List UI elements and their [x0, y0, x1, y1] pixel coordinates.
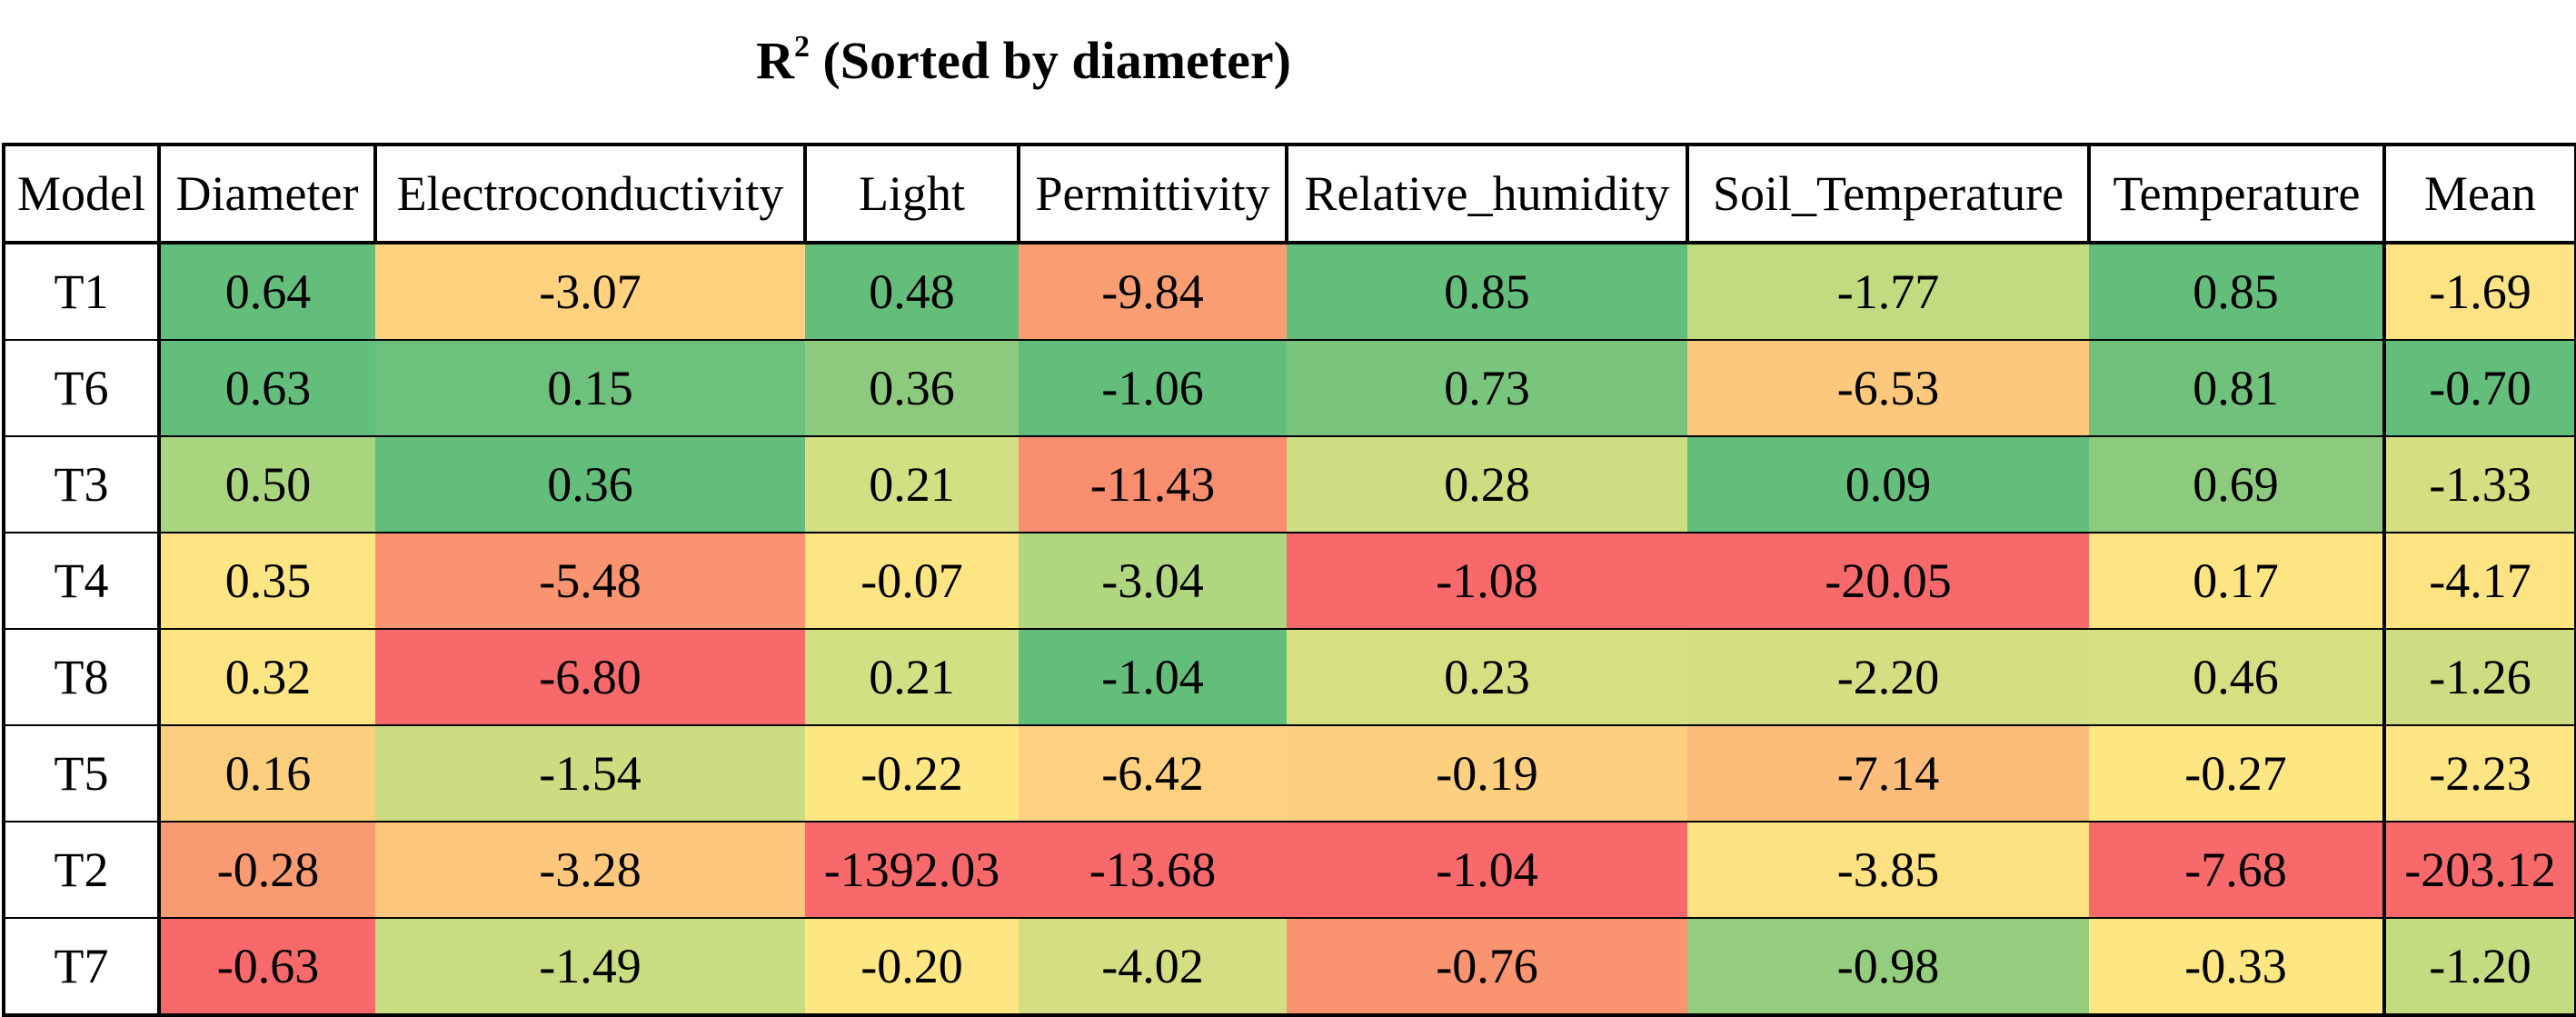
heatmap-cell-mean: -4.17 [2382, 532, 2576, 629]
model-label: T8 [2, 628, 161, 725]
table-row: T1 0.64 -3.07 0.48 -9.84 0.85 -1.77 0.85 -1.69 [2, 243, 2576, 340]
heatmap-cell-permittivity: -9.84 [1019, 243, 1287, 340]
heatmap-cell-soil-temperature: -3.85 [1687, 821, 2089, 918]
heatmap-cell-permittivity: -13.68 [1019, 821, 1287, 918]
heatmap-cell-temperature: -0.33 [2089, 917, 2384, 1017]
heatmap-cell-mean: -203.12 [2382, 821, 2576, 918]
heatmap-cell-soil-temperature: 0.09 [1687, 435, 2089, 533]
heatmap-cell-electroconductivity: -1.49 [375, 917, 805, 1017]
heatmap-cell-electroconductivity: -3.07 [375, 243, 805, 340]
model-label: T2 [2, 821, 161, 918]
heatmap-cell-diameter: 0.50 [159, 435, 375, 533]
header-soil-temperature: Soil_Temperature [1686, 143, 2091, 244]
heatmap-cell-permittivity: -1.04 [1019, 628, 1287, 725]
heatmap-cell-diameter: -0.28 [159, 821, 375, 918]
heatmap-cell-temperature: -0.27 [2089, 724, 2384, 822]
heatmap-cell-light: 0.36 [805, 339, 1019, 436]
model-label: T5 [2, 724, 161, 822]
heatmap-cell-soil-temperature: -6.53 [1687, 339, 2089, 436]
heatmap-cell-light: -1392.03 [805, 821, 1019, 918]
header-relative-humidity: Relative_humidity [1285, 143, 1689, 244]
table-row: T7 -0.63 -1.49 -0.20 -4.02 -0.76 -0.98 -0.33 -1.… [2, 917, 2576, 1017]
heatmap-cell-electroconductivity: -6.80 [375, 628, 805, 725]
heatmap-cell-electroconductivity: -5.48 [375, 532, 805, 629]
heatmap-cell-diameter: -0.63 [159, 917, 375, 1017]
header-row: Model Diameter Electroconductivity Light… [2, 143, 2576, 244]
heatmap-cell-mean: -1.26 [2382, 628, 2576, 725]
heatmap-cell-electroconductivity: 0.36 [375, 435, 805, 533]
heatmap-cell-relative-humidity: -1.08 [1287, 532, 1687, 629]
heatmap-table: Model Diameter Electroconductivity Light… [2, 143, 2576, 1017]
heatmap-cell-diameter: 0.35 [159, 532, 375, 629]
heatmap-cell-permittivity: -4.02 [1019, 917, 1287, 1017]
heatmap-cell-mean: -1.33 [2382, 435, 2576, 533]
heatmap-cell-permittivity: -3.04 [1019, 532, 1287, 629]
heatmap-cell-mean: -1.69 [2382, 243, 2576, 340]
heatmap-cell-temperature: 0.85 [2089, 243, 2384, 340]
heatmap-cell-soil-temperature: -20.05 [1687, 532, 2089, 629]
header-light: Light [803, 143, 1020, 244]
title-main: R [756, 31, 794, 90]
heatmap-cell-temperature: 0.81 [2089, 339, 2384, 436]
heatmap-body: T1 0.64 -3.07 0.48 -9.84 0.85 -1.77 0.85 -1.69 T6… [2, 243, 2576, 1017]
heatmap-cell-relative-humidity: -0.19 [1287, 724, 1687, 822]
heatmap-cell-relative-humidity: 0.85 [1287, 243, 1687, 340]
heatmap-cell-temperature: 0.69 [2089, 435, 2384, 533]
heatmap-cell-light: 0.48 [805, 243, 1019, 340]
model-label: T6 [2, 339, 161, 436]
heatmap-cell-permittivity: -11.43 [1019, 435, 1287, 533]
heatmap-cell-soil-temperature: -0.98 [1687, 917, 2089, 1017]
header-model: Model [2, 143, 161, 244]
heatmap-cell-diameter: 0.64 [159, 243, 375, 340]
header-permittivity: Permittivity [1017, 143, 1288, 244]
header-diameter: Diameter [157, 143, 377, 244]
table-row: T8 0.32 -6.80 0.21 -1.04 0.23 -2.20 0.46 -1.26 [2, 628, 2576, 725]
heatmap-cell-relative-humidity: 0.28 [1287, 435, 1687, 533]
heatmap-cell-relative-humidity: 0.73 [1287, 339, 1687, 436]
title-rest: (Sorted by diameter) [809, 31, 1291, 90]
heatmap-cell-diameter: 0.32 [159, 628, 375, 725]
title-superscript: 2 [793, 30, 810, 64]
model-label: T3 [2, 435, 161, 533]
heatmap-cell-soil-temperature: -7.14 [1687, 724, 2089, 822]
heatmap-cell-light: -0.20 [805, 917, 1019, 1017]
heatmap-cell-permittivity: -6.42 [1019, 724, 1287, 822]
header-temperature: Temperature [2087, 143, 2386, 244]
heatmap-cell-soil-temperature: -1.77 [1687, 243, 2089, 340]
header-mean: Mean [2382, 143, 2576, 244]
model-label: T7 [2, 917, 161, 1017]
heatmap-cell-electroconductivity: 0.15 [375, 339, 805, 436]
heatmap-cell-mean: -0.70 [2382, 339, 2576, 436]
heatmap-cell-light: 0.21 [805, 435, 1019, 533]
table-row: T5 0.16 -1.54 -0.22 -6.42 -0.19 -7.14 -0.27 -2.2… [2, 724, 2576, 822]
heatmap-cell-relative-humidity: 0.23 [1287, 628, 1687, 725]
chart-title: R2 (Sorted by diameter) [0, 32, 2047, 87]
heatmap-cell-permittivity: -1.06 [1019, 339, 1287, 436]
heatmap-cell-diameter: 0.16 [159, 724, 375, 822]
heatmap-cell-light: 0.21 [805, 628, 1019, 725]
heatmap-cell-mean: -1.20 [2382, 917, 2576, 1017]
table-row: T6 0.63 0.15 0.36 -1.06 0.73 -6.53 0.81 -0.70 [2, 339, 2576, 436]
model-label: T4 [2, 532, 161, 629]
heatmap-cell-soil-temperature: -2.20 [1687, 628, 2089, 725]
heatmap-cell-temperature: 0.17 [2089, 532, 2384, 629]
heatmap-cell-diameter: 0.63 [159, 339, 375, 436]
heatmap-cell-temperature: 0.46 [2089, 628, 2384, 725]
heatmap-cell-temperature: -7.68 [2089, 821, 2384, 918]
model-label: T1 [2, 243, 161, 340]
header-electroconductivity: Electroconductivity [373, 143, 807, 244]
heatmap-cell-electroconductivity: -3.28 [375, 821, 805, 918]
heatmap-cell-relative-humidity: -1.04 [1287, 821, 1687, 918]
heatmap-cell-relative-humidity: -0.76 [1287, 917, 1687, 1017]
table-row: T2 -0.28 -3.28 -1392.03 -13.68 -1.04 -3.85 -7.6… [2, 821, 2576, 918]
heatmap-cell-light: -0.22 [805, 724, 1019, 822]
heatmap-cell-electroconductivity: -1.54 [375, 724, 805, 822]
heatmap-cell-mean: -2.23 [2382, 724, 2576, 822]
heatmap-cell-light: -0.07 [805, 532, 1019, 629]
table-row: T3 0.50 0.36 0.21 -11.43 0.28 0.09 0.69 -1.33 [2, 435, 2576, 533]
table-row: T4 0.35 -5.48 -0.07 -3.04 -1.08 -20.05 0.17 -4.1… [2, 532, 2576, 629]
